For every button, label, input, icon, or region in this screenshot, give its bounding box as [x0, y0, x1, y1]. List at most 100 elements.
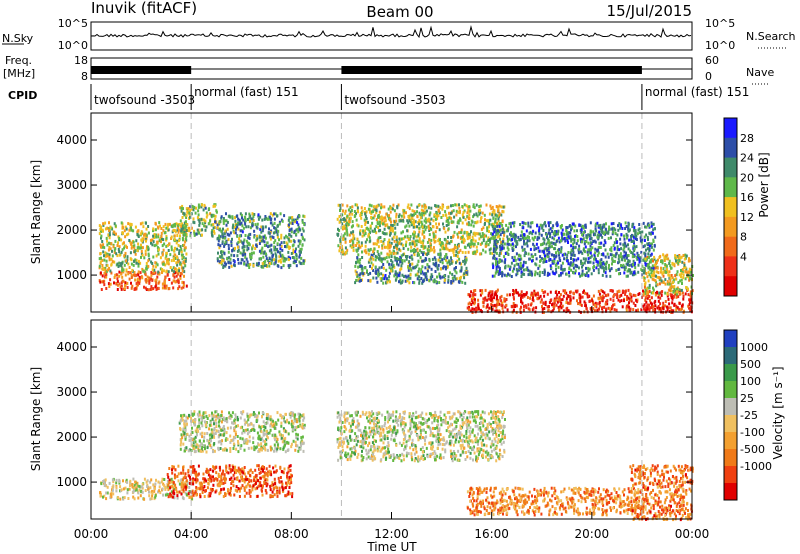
power-cell	[421, 204, 424, 208]
power-cell	[369, 247, 372, 251]
power-cell	[280, 260, 282, 264]
power-cell	[487, 219, 489, 223]
power-cell	[417, 204, 420, 207]
power-cell	[648, 283, 651, 287]
power-cell	[692, 274, 694, 277]
power-cell	[147, 252, 150, 256]
power-cell	[601, 290, 604, 294]
power-cell	[130, 228, 133, 232]
power-cell	[118, 274, 121, 278]
power-cell	[156, 275, 159, 279]
power-cell	[268, 227, 270, 231]
power-cell	[244, 255, 247, 259]
power-cell	[631, 252, 634, 256]
power-cell	[174, 253, 177, 257]
power-cell	[434, 235, 437, 239]
power-cell	[557, 236, 560, 240]
power-cell	[430, 277, 433, 281]
power-cell	[644, 263, 647, 266]
power-cell	[567, 235, 570, 239]
power-cell	[543, 247, 546, 251]
power-cell	[423, 230, 426, 234]
power-cell	[235, 227, 237, 231]
power-cell	[147, 225, 150, 228]
power-cell	[447, 280, 450, 284]
power-cell	[414, 249, 417, 252]
power-cell	[225, 219, 228, 223]
power-cell	[378, 224, 381, 228]
power-cell	[104, 266, 107, 270]
power-cell	[236, 245, 239, 249]
power-cell	[587, 248, 590, 252]
power-cell	[468, 306, 470, 309]
power-cell	[604, 232, 607, 236]
power-cell	[637, 263, 640, 267]
power-cell	[465, 258, 468, 262]
power-cell	[573, 238, 576, 242]
power-cell	[594, 227, 597, 231]
power-cell	[634, 237, 637, 241]
power-cell	[543, 294, 546, 298]
power-cell	[246, 244, 249, 248]
power-cell	[599, 246, 602, 249]
power-cell	[174, 280, 177, 284]
power-cell	[656, 291, 659, 295]
power-cell	[666, 253, 669, 257]
power-cell	[649, 253, 652, 257]
power-cell	[416, 210, 418, 214]
power-cell	[373, 214, 376, 218]
power-cell	[223, 236, 226, 240]
power-cell	[240, 261, 243, 265]
power-cell	[383, 245, 386, 249]
power-cell	[543, 270, 546, 274]
power-cell	[603, 305, 606, 309]
power-cell	[176, 263, 179, 267]
power-cell	[481, 211, 484, 215]
power-cell	[558, 247, 561, 251]
power-cell	[570, 228, 572, 232]
power-cell	[555, 270, 558, 274]
power-cell	[180, 272, 183, 276]
power-cell	[158, 272, 161, 276]
power-cell	[542, 237, 545, 241]
power-cell	[262, 235, 265, 239]
power-cell	[161, 268, 164, 271]
power-cell	[223, 251, 226, 255]
power-cell	[421, 232, 424, 236]
power-cell	[528, 235, 530, 239]
power-cell	[465, 271, 468, 275]
power-cell	[219, 255, 222, 259]
power-cell	[354, 281, 357, 285]
power-cell	[488, 248, 491, 252]
velocity-cell	[115, 478, 118, 482]
power-cell	[283, 240, 286, 244]
power-cell	[411, 257, 414, 261]
power-cell	[282, 255, 285, 259]
power-cell	[491, 211, 494, 215]
power-cell	[509, 265, 512, 269]
power-cell	[352, 224, 354, 228]
power-cell	[413, 248, 416, 251]
power-cell	[274, 252, 277, 256]
velocity-cell	[122, 479, 124, 483]
power-cell	[137, 281, 140, 285]
power-cell	[112, 245, 115, 249]
power-cell	[560, 267, 563, 271]
power-cell	[185, 224, 188, 228]
power-cell	[443, 227, 446, 231]
power-cell	[302, 259, 305, 263]
power-cell	[407, 237, 410, 241]
power-cell	[468, 236, 471, 240]
power-cell	[515, 252, 518, 256]
power-cell	[565, 301, 568, 304]
power-cell	[149, 287, 152, 291]
power-cell	[134, 252, 137, 256]
power-cell	[441, 247, 444, 251]
power-cell	[493, 237, 496, 240]
power-cell	[553, 259, 556, 263]
power-cell	[434, 204, 437, 208]
power-cell	[164, 275, 167, 279]
power-cell	[178, 269, 181, 273]
power-cell	[242, 250, 245, 253]
power-cell	[632, 308, 635, 311]
